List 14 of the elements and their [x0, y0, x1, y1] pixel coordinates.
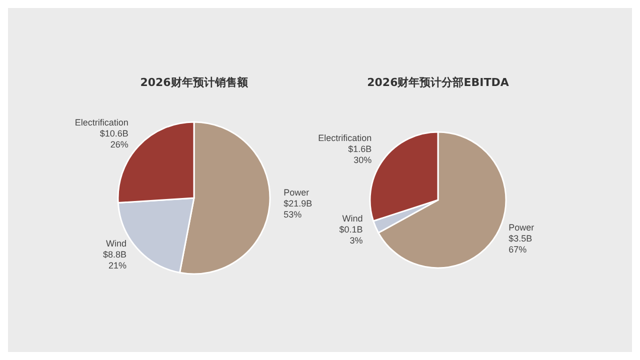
slice-label: Power — [508, 222, 534, 233]
slice-label: Electrification — [318, 132, 372, 143]
data-label: $10.6B 26% — [100, 128, 128, 150]
slice-label: Electrification — [74, 117, 128, 128]
chart-title: 2026财年预计销售额 — [140, 76, 249, 89]
data-label: $0.1B 3% — [339, 224, 363, 246]
slice-label: Wind — [106, 238, 126, 249]
chart-title: 2026财年预计分部EBITDA — [367, 76, 510, 89]
slice-label: Wind — [342, 214, 363, 224]
data-label: $1.6B 30% — [348, 144, 372, 165]
data-label: $3.5B 67% — [508, 234, 532, 255]
slice-label: Power — [284, 187, 310, 198]
data-label: $8.8B 21% — [102, 250, 126, 271]
data-label: $21.9B 53% — [284, 198, 312, 220]
